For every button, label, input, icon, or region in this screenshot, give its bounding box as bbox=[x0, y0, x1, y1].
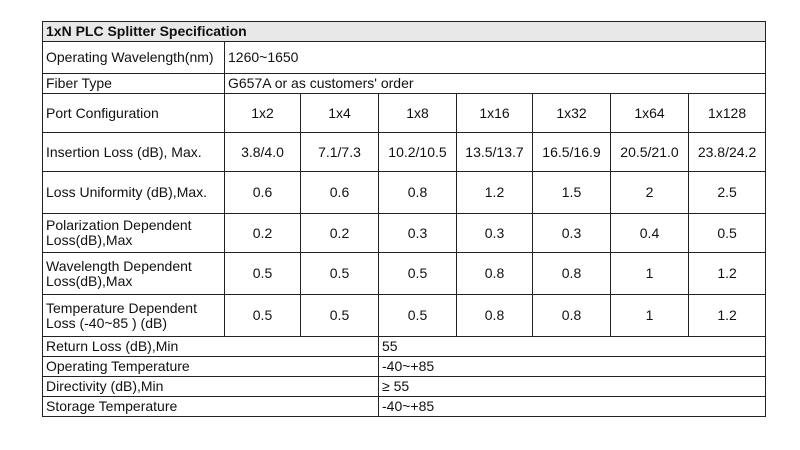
operating-wavelength-row: Operating Wavelength(nm) 1260~1650 bbox=[42, 41, 767, 74]
row-label: Operating Temperature bbox=[42, 356, 379, 377]
table-cell: 7.1/7.3 bbox=[300, 132, 379, 172]
table-cell: 20.5/21.0 bbox=[610, 132, 689, 172]
operating-wavelength-label: Operating Wavelength(nm) bbox=[42, 41, 225, 74]
table-cell: 0.5 bbox=[224, 252, 301, 295]
fiber-type-value: G657A or as customers' order bbox=[223, 73, 767, 94]
table-cell: 0.3 bbox=[456, 213, 533, 253]
table-cell: 1.2 bbox=[687, 294, 767, 337]
table-cell: 0.6 bbox=[300, 171, 379, 214]
table-cell: 1.5 bbox=[532, 171, 611, 214]
port-header: 1x128 bbox=[687, 93, 767, 133]
table-cell: 1.2 bbox=[456, 171, 533, 214]
table-cell: 0.2 bbox=[224, 213, 301, 253]
table-cell: 2 bbox=[610, 171, 689, 214]
row-label: Storage Temperature bbox=[42, 396, 379, 417]
table-cell: 0.8 bbox=[456, 294, 533, 337]
table-cell: 3.8/4.0 bbox=[224, 132, 301, 172]
title-row: 1xN PLC Splitter Specification bbox=[41, 21, 767, 42]
table-cell: -40~+85 bbox=[377, 356, 767, 377]
table-cell: -40~+85 bbox=[377, 396, 767, 417]
table-cell: 1.2 bbox=[687, 252, 767, 295]
row-label: Temperature Dependent Loss (-40~85 ) (dB… bbox=[42, 294, 225, 337]
fiber-type-label: Fiber Type bbox=[42, 73, 225, 94]
port-configuration-label: Port Configuration bbox=[42, 93, 225, 133]
table-row: Return Loss (dB),Min 55 bbox=[42, 336, 767, 357]
table-cell: 0.5 bbox=[224, 294, 301, 337]
row-label: Return Loss (dB),Min bbox=[42, 336, 379, 357]
table-cell: 13.5/13.7 bbox=[456, 132, 533, 172]
table-row: Directivity (dB),Min ≥ 55 bbox=[42, 376, 767, 397]
table-cell: 0.8 bbox=[456, 252, 533, 295]
table-cell: 0.8 bbox=[378, 171, 457, 214]
table-cell: 10.2/10.5 bbox=[378, 132, 457, 172]
port-configuration-row: Port Configuration 1x2 1x4 1x8 1x16 1x32… bbox=[42, 93, 767, 133]
operating-wavelength-value: 1260~1650 bbox=[223, 41, 767, 74]
table-row: Insertion Loss (dB), Max. 3.8/4.0 7.1/7.… bbox=[42, 132, 767, 172]
row-label: Polarization Dependent Loss(dB),Max bbox=[42, 213, 225, 253]
table-cell: 1 bbox=[610, 252, 689, 295]
table-cell: 2.5 bbox=[687, 171, 767, 214]
table-cell: 0.5 bbox=[378, 294, 457, 337]
table-cell: 0.6 bbox=[224, 171, 301, 214]
fiber-type-row: Fiber Type G657A or as customers' order bbox=[42, 73, 767, 94]
table-cell: 0.5 bbox=[378, 252, 457, 295]
table-cell: 0.3 bbox=[532, 213, 611, 253]
port-header: 1x32 bbox=[532, 93, 611, 133]
table-row: Operating Temperature -40~+85 bbox=[42, 356, 767, 377]
row-label: Insertion Loss (dB), Max. bbox=[42, 132, 225, 172]
table-cell: 1 bbox=[610, 294, 689, 337]
row-label: Wavelength Dependent Loss(dB),Max bbox=[42, 252, 225, 295]
table-cell: 0.5 bbox=[687, 213, 767, 253]
port-header: 1x64 bbox=[610, 93, 689, 133]
table-row: Storage Temperature -40~+85 bbox=[42, 396, 767, 417]
table-row: Polarization Dependent Loss(dB),Max 0.2 … bbox=[42, 213, 767, 253]
table-title: 1xN PLC Splitter Specification bbox=[41, 21, 767, 42]
table-cell: 0.5 bbox=[300, 294, 379, 337]
table-cell: 55 bbox=[377, 336, 767, 357]
table-row: Temperature Dependent Loss (-40~85 ) (dB… bbox=[42, 294, 767, 337]
table-cell: ≥ 55 bbox=[377, 376, 767, 397]
table-cell: 0.2 bbox=[300, 213, 379, 253]
plc-splitter-spec-table: 1xN PLC Splitter Specification Operating… bbox=[41, 21, 767, 417]
port-header: 1x8 bbox=[378, 93, 457, 133]
table-cell: 0.4 bbox=[610, 213, 689, 253]
table-cell: 0.8 bbox=[532, 252, 611, 295]
table-cell: 0.8 bbox=[532, 294, 611, 337]
table-cell: 23.8/24.2 bbox=[687, 132, 767, 172]
row-label: Loss Uniformity (dB),Max. bbox=[42, 171, 225, 214]
port-header: 1x4 bbox=[300, 93, 379, 133]
port-header: 1x16 bbox=[456, 93, 533, 133]
table-cell: 0.3 bbox=[378, 213, 457, 253]
table-cell: 0.5 bbox=[300, 252, 379, 295]
table-row: Loss Uniformity (dB),Max. 0.6 0.6 0.8 1.… bbox=[42, 171, 767, 214]
table-cell: 16.5/16.9 bbox=[532, 132, 611, 172]
row-label: Directivity (dB),Min bbox=[42, 376, 379, 397]
port-header: 1x2 bbox=[224, 93, 301, 133]
table-row: Wavelength Dependent Loss(dB),Max 0.5 0.… bbox=[42, 252, 767, 295]
